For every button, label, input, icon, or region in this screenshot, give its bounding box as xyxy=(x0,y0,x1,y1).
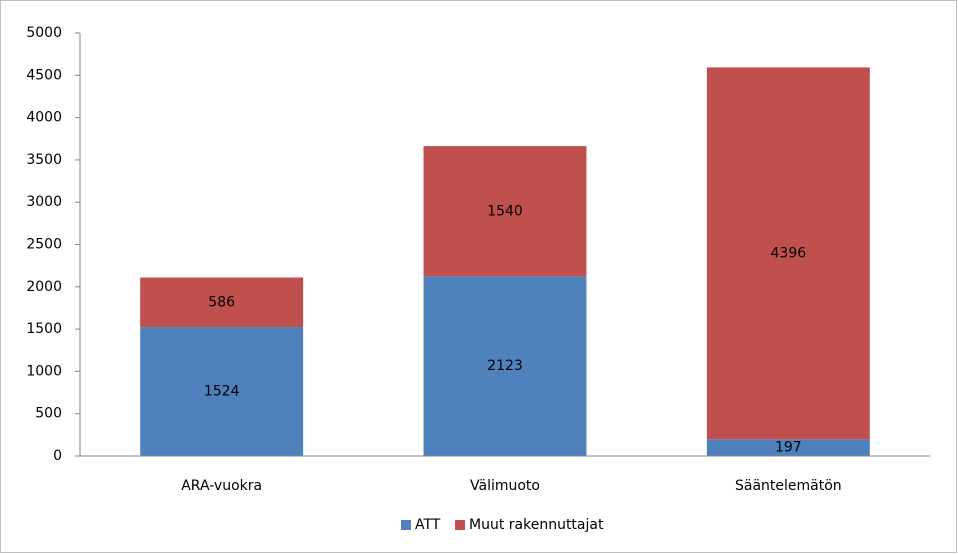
x-tick-label: Välimuoto xyxy=(470,478,540,494)
data-label: 586 xyxy=(208,294,235,310)
y-tick-label: 2500 xyxy=(26,237,62,253)
y-tick-label: 3500 xyxy=(26,152,62,168)
legend-swatch xyxy=(401,520,411,530)
y-tick-label: 3000 xyxy=(26,194,62,210)
data-label: 1540 xyxy=(487,203,523,219)
data-label: 1524 xyxy=(204,384,240,400)
x-tick-label: Sääntelemätön xyxy=(735,478,842,494)
data-label: 4396 xyxy=(771,245,807,261)
data-label: 2123 xyxy=(487,358,523,374)
bar-segment xyxy=(706,67,870,440)
legend-swatch xyxy=(455,520,465,530)
data-label: 197 xyxy=(775,440,802,456)
bar-segment xyxy=(140,327,304,456)
y-tick-label: 2000 xyxy=(26,279,62,295)
bar-segment xyxy=(706,439,870,456)
legend-label: ATT xyxy=(415,517,441,533)
bar-segment xyxy=(423,146,587,277)
y-tick-label: 1000 xyxy=(26,363,62,379)
y-tick-label: 5000 xyxy=(26,25,62,41)
y-tick-label: 4500 xyxy=(26,67,62,83)
x-tick-label: ARA-vuokra xyxy=(181,478,262,494)
y-tick-label: 1500 xyxy=(26,321,62,337)
legend-label: Muut rakennuttajat xyxy=(469,517,604,533)
y-tick-label: 500 xyxy=(35,406,62,422)
bar-segment xyxy=(140,277,304,328)
y-tick-label: 4000 xyxy=(26,110,62,126)
bar-segment xyxy=(423,276,587,456)
y-tick-label: 0 xyxy=(53,448,62,464)
